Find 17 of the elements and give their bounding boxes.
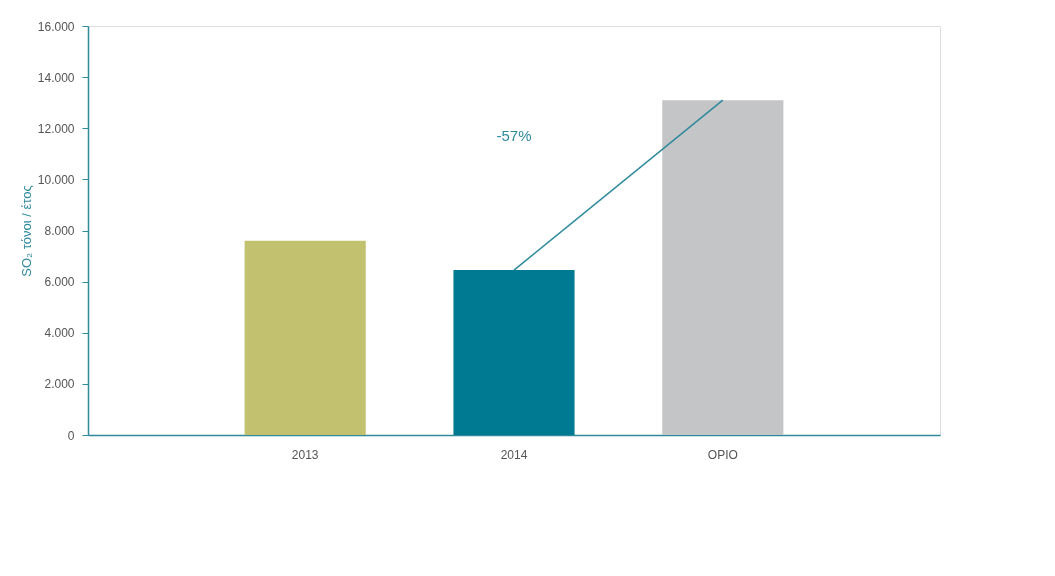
bar [244,240,366,435]
x-tick-label: 2014 [500,447,528,462]
y-tick-label: 14.000 [37,70,75,85]
y-axis-title: SO₂ τόνοι / έτος [18,185,34,277]
y-tick-label: 10.000 [37,172,75,187]
bar [453,270,575,435]
y-tick-label: 0 [67,428,75,443]
y-tick-label: 8.000 [44,224,75,238]
bar [662,100,784,435]
y-tick-label: 4.000 [44,326,75,341]
y-tick-label: 6.000 [44,275,75,290]
y-tick-label: 2.000 [44,377,75,392]
x-tick-label: 2013 [291,447,319,462]
annotation: -57% [496,127,532,144]
x-tick-label: ΟΡΙΟ [707,447,738,462]
y-tick-label: 12.000 [37,121,75,136]
y-tick-label: 16.000 [37,19,75,34]
